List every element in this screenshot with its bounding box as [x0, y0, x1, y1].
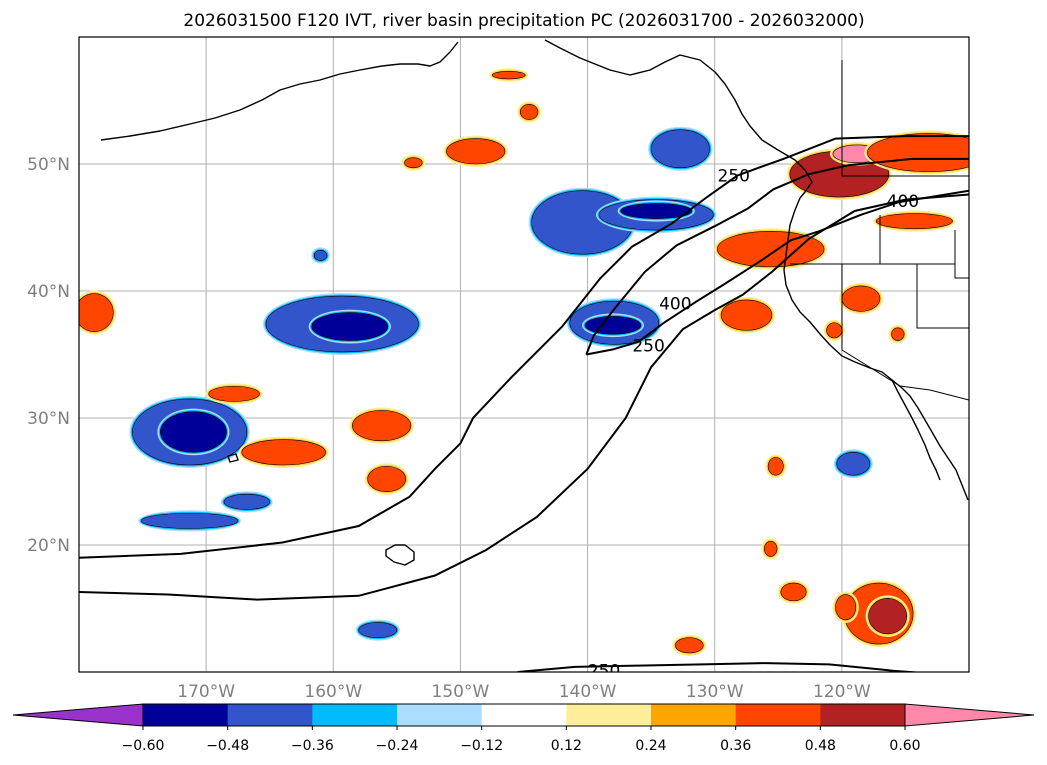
ivt-250-contour-lower [79, 193, 969, 601]
precip-region [519, 104, 539, 120]
lon-tick-label: 130°W [686, 682, 744, 702]
ivt-contour-labels: 250 400 400 250 250 [588, 166, 919, 682]
colorbar-extend-low [12, 703, 144, 727]
lon-tick-label: 140°W [559, 682, 617, 702]
colorbar-tick-label: 0.48 [805, 738, 836, 754]
colorbar-tick-label: −0.36 [291, 738, 334, 754]
colorbar-segment [143, 704, 229, 726]
coastline-hawaii-small [227, 453, 239, 463]
ivt-400-contour [585, 157, 969, 355]
precip-region [767, 457, 784, 476]
lat-tick-label: 20°N [27, 536, 70, 556]
colorbar-segment [820, 704, 906, 726]
precip-region [160, 411, 227, 453]
lat-tick-labels: 20°N 30°N 40°N 50°N [27, 155, 70, 556]
colorbar-segment [227, 704, 313, 726]
colorbar-tick-label: −0.48 [206, 738, 249, 754]
precip-region [835, 594, 857, 621]
ivt-contour-label: 250 [718, 166, 750, 186]
lat-tick-label: 50°N [27, 155, 70, 175]
ivt-contour-label: 400 [887, 192, 919, 212]
ivt-contour-label: 250 [632, 337, 664, 357]
precip-region [79, 293, 114, 332]
precip-region [620, 203, 693, 219]
precip-region [241, 439, 326, 466]
lon-tick-label: 160°W [304, 682, 362, 702]
precip-region [584, 316, 642, 335]
precip-region [311, 312, 389, 341]
precip-region [720, 299, 773, 331]
precip-region [841, 285, 881, 312]
chart-title: 2026031500 F120 IVT, river basin precipi… [183, 11, 864, 31]
colorbar-segment [397, 704, 483, 726]
plot-area [79, 37, 969, 672]
ivt-250-contour-bottom [517, 662, 924, 672]
plot-frame [78, 36, 970, 673]
ivt-contour-label: 400 [659, 295, 691, 315]
colorbar-segment [735, 704, 821, 726]
lat-tick-label: 30°N [27, 409, 70, 429]
colorbar-frame [142, 703, 906, 727]
ivt-250-contour-main [79, 135, 969, 559]
precip-region [836, 451, 871, 476]
ivt-contour-label: 250 [588, 662, 620, 682]
precip-region [891, 327, 905, 341]
precip-region [223, 493, 271, 510]
precip-pc-regions [79, 68, 969, 656]
ivt-400-contour-return [586, 189, 969, 356]
lon-tick-labels: 170°W 160°W 150°W 140°W 130°W 120°W [177, 682, 871, 702]
precip-region [446, 138, 506, 165]
coastline-baja [891, 379, 941, 481]
lon-tick-label: 170°W [177, 682, 235, 702]
coastline-alaska-aleutians [100, 41, 459, 141]
colorbar-tick-label: 0.24 [635, 738, 666, 754]
precip-region [367, 465, 407, 492]
precip-region [764, 540, 778, 557]
precip-region [352, 410, 412, 442]
colorbar-tick-label: −0.60 [122, 738, 165, 754]
precip-region [491, 70, 526, 80]
precip-region [716, 231, 825, 268]
precip-region [826, 322, 843, 339]
lat-tick-label: 40°N [27, 282, 70, 302]
colorbar-segment [312, 704, 398, 726]
precip-region [650, 129, 710, 169]
colorbar-extend-high [904, 703, 1035, 727]
colorbar-segment [651, 704, 737, 726]
political-borders [790, 60, 969, 401]
coastline-hawaii [385, 544, 415, 566]
colorbar-tick-label: 0.12 [551, 738, 582, 754]
precip-region [868, 598, 908, 635]
ivt-contours [79, 135, 969, 672]
colorbar-tick-label: 0.36 [720, 738, 751, 754]
precip-region [674, 637, 704, 654]
lon-tick-label: 150°W [432, 682, 490, 702]
colorbar-tick-label: 0.60 [889, 738, 920, 754]
precip-region [404, 157, 423, 169]
precip-region [358, 622, 398, 639]
colorbar-tick-label: −0.24 [376, 738, 419, 754]
lon-tick-label: 120°W [813, 682, 871, 702]
colorbar-segment [481, 704, 567, 726]
precip-region [313, 250, 328, 261]
precip-region [208, 385, 260, 402]
colorbar: −0.60 −0.48 −0.36 −0.24 −0.12 0.12 0.24 0.36 0.4… [12, 703, 1035, 754]
precip-region [141, 512, 239, 529]
colorbar-tick-label: −0.12 [460, 738, 503, 754]
coastline-gulf-alaska [544, 39, 813, 199]
precip-region [867, 133, 969, 172]
colorbar-segment [566, 704, 652, 726]
precip-region [875, 213, 953, 230]
precip-region [780, 582, 807, 602]
